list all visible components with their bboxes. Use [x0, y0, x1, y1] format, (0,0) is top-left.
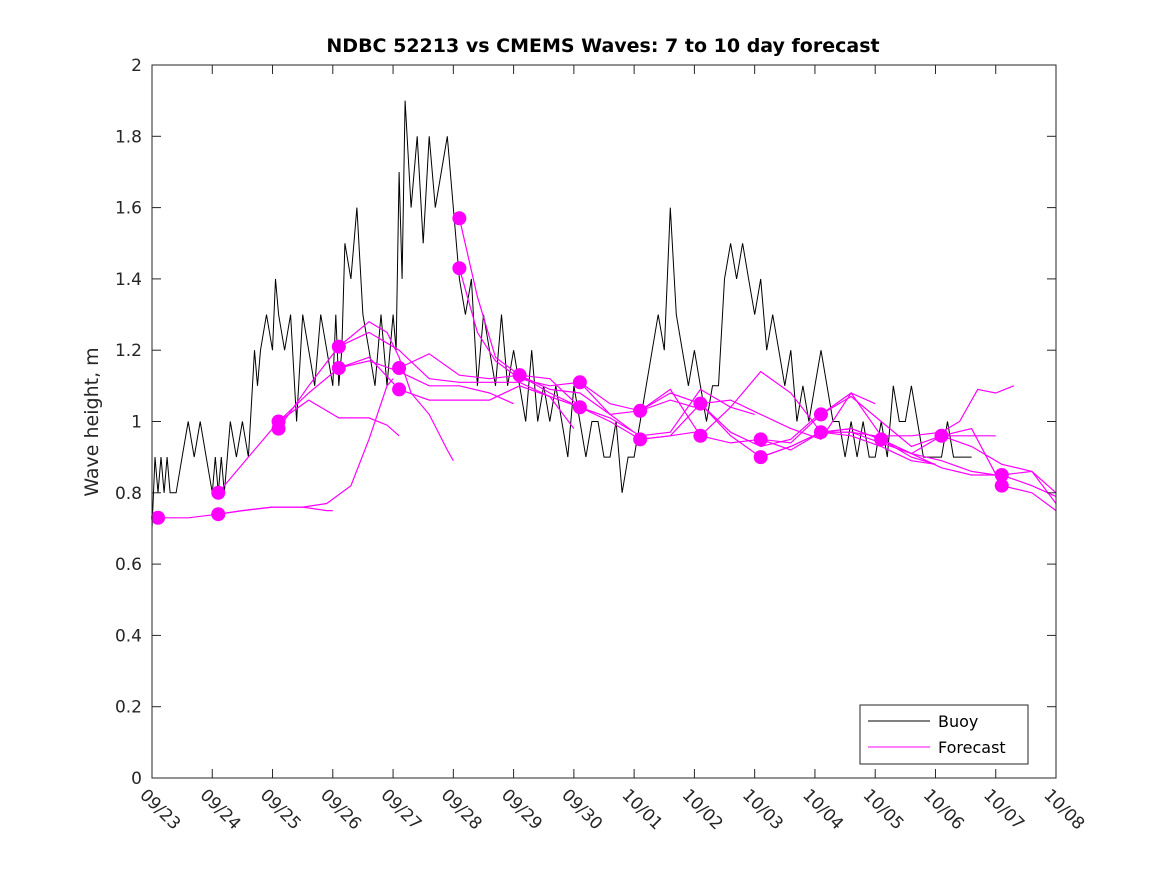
y-tick-label: 1.8	[115, 127, 142, 147]
forecast-run-line	[880, 427, 1056, 512]
forecast-start-marker	[994, 467, 1009, 482]
y-tick-label: 0	[131, 769, 142, 789]
chart-title: NDBC 52213 vs CMEMS Waves: 7 to 10 day f…	[326, 35, 879, 57]
y-tick-label: 0.6	[115, 555, 142, 575]
forecast-run-line	[217, 399, 400, 494]
forecast-start-marker	[331, 361, 346, 376]
forecast-start-marker	[753, 450, 768, 465]
forecast-start-marker	[572, 400, 587, 415]
forecast-markers	[151, 211, 1009, 525]
forecast-start-marker	[753, 432, 768, 447]
y-axis-label: Wave height, m	[81, 347, 103, 496]
forecast-start-marker	[874, 432, 889, 447]
forecast-start-marker	[693, 396, 708, 411]
forecast-start-marker	[151, 510, 166, 525]
y-tick-label: 2	[131, 56, 142, 76]
forecast-start-marker	[331, 339, 346, 354]
y-tick-label: 0.8	[115, 484, 142, 504]
forecast-start-marker	[693, 428, 708, 443]
forecast-series	[158, 218, 1056, 519]
forecast-run-line	[338, 331, 575, 429]
forecast-start-marker	[512, 368, 527, 383]
forecast-start-marker	[572, 375, 587, 390]
forecast-run-line	[218, 378, 394, 515]
forecast-run-line	[338, 356, 581, 408]
y-tick-label: 1	[131, 413, 142, 433]
forecast-start-marker	[452, 211, 467, 226]
y-tick-label: 1.2	[115, 341, 142, 361]
forecast-start-marker	[934, 428, 949, 443]
forecast-run-line	[458, 268, 695, 412]
forecast-start-marker	[813, 407, 828, 422]
forecast-start-marker	[452, 261, 467, 276]
forecast-start-marker	[994, 478, 1009, 493]
forecast-run-line	[820, 427, 1056, 497]
legend-label-forecast: Forecast	[938, 738, 1006, 757]
forecast-start-marker	[633, 403, 648, 418]
forecast-start-marker	[271, 414, 286, 429]
forecast-start-marker	[211, 507, 226, 522]
forecast-run-line	[640, 392, 876, 441]
forecast-start-marker	[211, 485, 226, 500]
forecast-run-line	[760, 395, 996, 448]
forecast-run-line	[278, 320, 454, 461]
forecast-start-marker	[392, 361, 407, 376]
forecast-run-line	[941, 435, 1056, 494]
y-tick-label: 1.4	[115, 270, 142, 290]
forecast-start-marker	[813, 425, 828, 440]
forecast-start-marker	[633, 432, 648, 447]
legend-label-buoy: Buoy	[938, 712, 978, 731]
y-tick-label: 0.2	[115, 698, 142, 718]
legend: Buoy Forecast	[859, 704, 1029, 765]
y-tick-label: 0.4	[115, 626, 142, 646]
legend-box	[859, 704, 1029, 765]
forecast-start-marker	[392, 382, 407, 397]
buoy-line	[152, 100, 972, 529]
y-axis: 0 0.2 0.4 0.6 0.8 1 1.2 1.4 1.6 1.8 2	[115, 56, 1056, 789]
y-tick-label: 1.6	[115, 199, 142, 219]
buoy-series	[152, 100, 972, 529]
